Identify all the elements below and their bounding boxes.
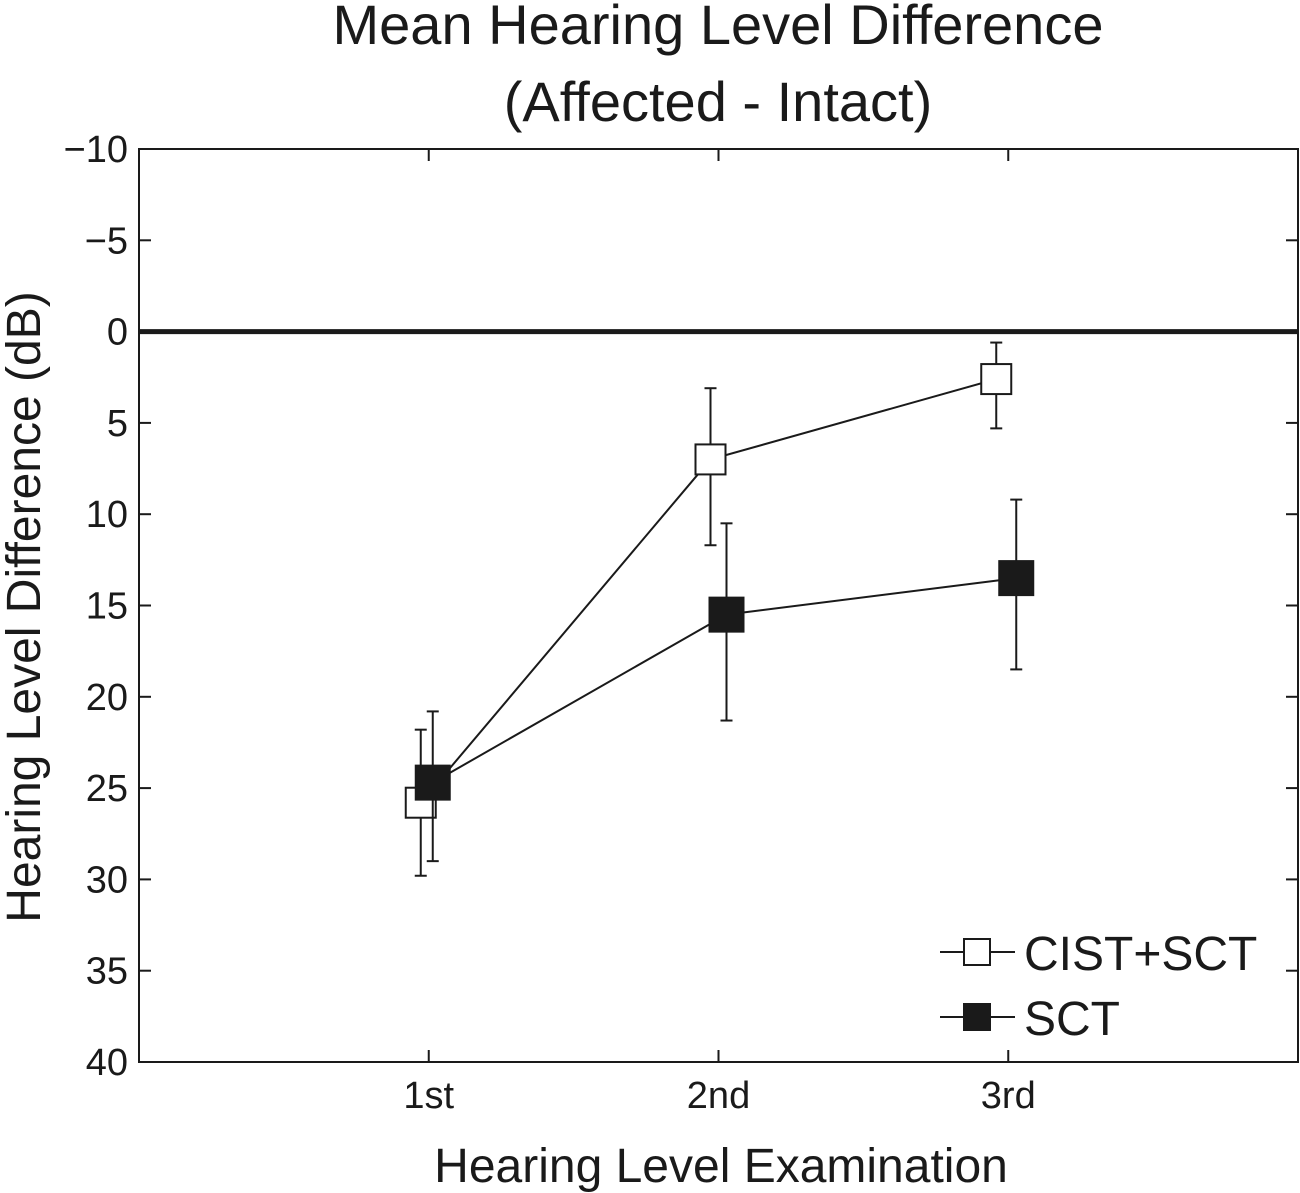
y-tick-label: 5	[107, 403, 128, 445]
y-tick-label: 35	[86, 951, 128, 993]
data-point-marker	[414, 764, 451, 801]
series-layer	[404, 341, 1035, 877]
y-axis: −10 −5 0 5 10 15 20 25 30 35 40	[64, 129, 1298, 1084]
y-tick-label: 20	[86, 677, 128, 719]
data-point-marker	[998, 560, 1035, 597]
data-point-marker	[708, 596, 745, 633]
x-axis-label: Hearing Level Examination	[434, 1140, 1008, 1193]
y-tick-label: 30	[86, 859, 128, 901]
legend-label-sct: SCT	[1024, 993, 1120, 1046]
y-tick-label: 10	[86, 494, 128, 536]
data-point-marker	[980, 363, 1013, 396]
y-axis-label: Hearing Level Difference (dB)	[0, 291, 51, 922]
x-tick-label: 2nd	[687, 1075, 750, 1117]
y-tick-label: 40	[86, 1042, 128, 1084]
x-tick-label: 3rd	[981, 1075, 1036, 1117]
data-point-marker	[694, 443, 727, 476]
legend-marker-sct	[963, 1003, 991, 1031]
legend-label-cist-sct: CIST+SCT	[1024, 928, 1257, 981]
y-tick-label: 15	[86, 586, 128, 628]
series-sct	[414, 498, 1035, 863]
chart-title-line-2: (Affected - Intact)	[504, 70, 932, 133]
y-tick-label: 0	[107, 312, 128, 354]
chart-title-line-1: Mean Hearing Level Difference	[333, 0, 1104, 56]
y-tick-label: −5	[85, 220, 128, 262]
x-axis: 1st 2nd 3rd	[403, 149, 1036, 1117]
y-tick-label: 25	[86, 768, 128, 810]
legend-marker-cist-sct	[963, 938, 991, 966]
x-tick-label: 1st	[403, 1075, 454, 1117]
y-tick-label: −10	[64, 129, 128, 171]
legend: CIST+SCT SCT	[940, 928, 1257, 1046]
